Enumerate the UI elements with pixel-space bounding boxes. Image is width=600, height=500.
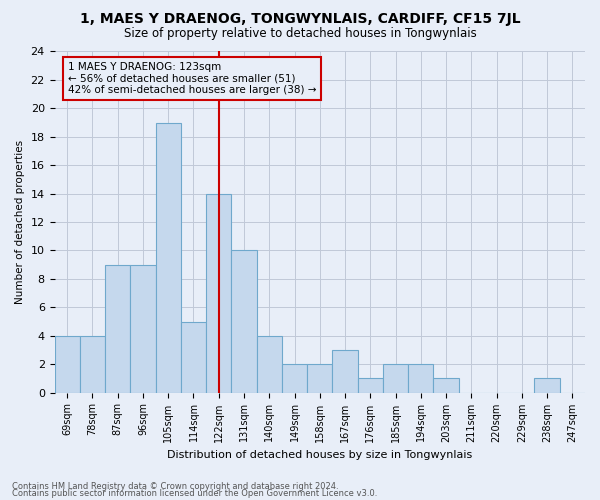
Bar xyxy=(206,194,232,392)
Bar xyxy=(408,364,433,392)
Y-axis label: Number of detached properties: Number of detached properties xyxy=(15,140,25,304)
Text: Contains public sector information licensed under the Open Government Licence v3: Contains public sector information licen… xyxy=(12,489,377,498)
Bar xyxy=(130,264,155,392)
Bar xyxy=(181,322,206,392)
Bar xyxy=(105,264,130,392)
Text: 1, MAES Y DRAENOG, TONGWYNLAIS, CARDIFF, CF15 7JL: 1, MAES Y DRAENOG, TONGWYNLAIS, CARDIFF,… xyxy=(80,12,520,26)
Bar xyxy=(383,364,408,392)
Bar xyxy=(332,350,358,393)
Bar xyxy=(433,378,458,392)
X-axis label: Distribution of detached houses by size in Tongwynlais: Distribution of detached houses by size … xyxy=(167,450,472,460)
Bar xyxy=(282,364,307,392)
Text: Contains HM Land Registry data © Crown copyright and database right 2024.: Contains HM Land Registry data © Crown c… xyxy=(12,482,338,491)
Bar xyxy=(535,378,560,392)
Bar xyxy=(80,336,105,392)
Bar xyxy=(257,336,282,392)
Text: Size of property relative to detached houses in Tongwynlais: Size of property relative to detached ho… xyxy=(124,28,476,40)
Bar xyxy=(155,122,181,392)
Bar xyxy=(307,364,332,392)
Bar xyxy=(232,250,257,392)
Bar xyxy=(55,336,80,392)
Bar xyxy=(358,378,383,392)
Text: 1 MAES Y DRAENOG: 123sqm
← 56% of detached houses are smaller (51)
42% of semi-d: 1 MAES Y DRAENOG: 123sqm ← 56% of detach… xyxy=(68,62,316,95)
